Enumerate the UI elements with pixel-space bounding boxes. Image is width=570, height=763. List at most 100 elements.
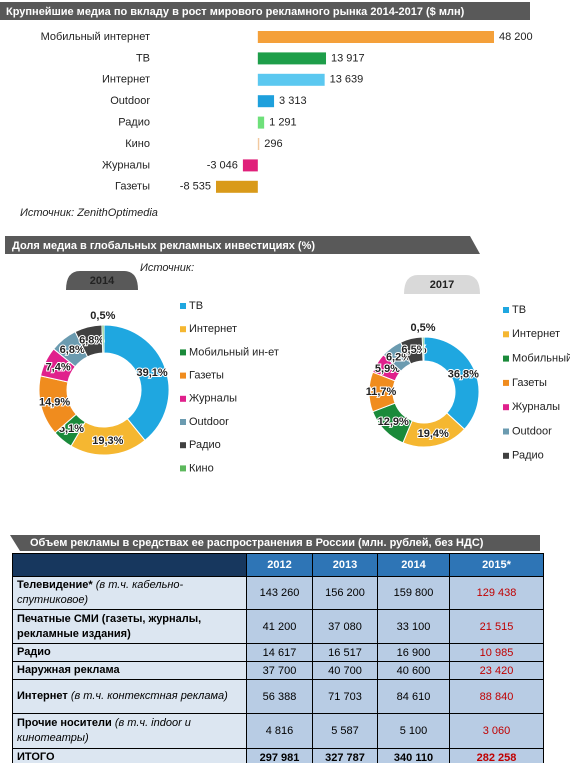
source: Источник: [140, 262, 194, 274]
bar [257, 73, 325, 86]
cell: 14 617 [246, 643, 313, 662]
year-tab [66, 271, 138, 290]
legend-label: ТВ [512, 304, 526, 316]
slice-label: 11,7% [366, 386, 397, 398]
table-row: Печатные СМИ (газеты, журналы, рекламные… [12, 609, 544, 644]
chart-title: Крупнейшие медиа по вкладу в рост мирово… [6, 6, 465, 18]
slice-label: 5,9% [375, 363, 400, 375]
bar [216, 180, 258, 193]
year-tab [404, 275, 480, 294]
slice-label: 36,8% [448, 369, 479, 381]
legend-swatch [503, 331, 509, 338]
slice-label: 6,5% [401, 344, 426, 356]
cell: 16 517 [312, 643, 378, 662]
value-label: -8 535 [180, 181, 211, 193]
value-label: 3 313 [279, 95, 307, 107]
legend-label: Outdoor [189, 416, 229, 428]
legend-label: Кино [189, 462, 214, 474]
legend-label: Журналы [189, 393, 237, 405]
cell: 297 981 [246, 748, 313, 763]
cell: 37 700 [246, 661, 313, 680]
category-label: Мобильный интернет [41, 31, 150, 43]
year-label: 2014 [90, 275, 115, 287]
bar [257, 52, 327, 65]
value-label: 296 [264, 138, 282, 150]
legend-label: Мобильный ин-ет [189, 346, 279, 358]
donut-slice [103, 324, 170, 442]
slice-label: 6,8% [79, 334, 104, 346]
cell: 33 100 [377, 609, 450, 644]
row-label: Наружная реклама [12, 661, 247, 680]
value-label: 13 639 [330, 74, 364, 86]
legend-swatch [503, 379, 509, 386]
data-table: 2012 2013 2014 2015* Телевидение* (в т.ч. ка… [12, 553, 544, 763]
title-bar [10, 535, 540, 551]
bar [257, 138, 260, 150]
cell: 129 438 [449, 576, 544, 610]
legend-swatch [503, 404, 509, 411]
legend-label: Газеты [512, 377, 547, 389]
cell: 282 258 [449, 748, 544, 763]
header-cell: 2013 [312, 553, 378, 577]
slice-label: 14,9% [39, 397, 70, 409]
category-label: Радио [118, 117, 150, 129]
table-row: Интернет (в т.ч. контекстная реклама) 56 … [12, 679, 544, 714]
cell: 56 388 [246, 679, 313, 714]
header-cell: 2015* [449, 553, 544, 577]
year-label: 2017 [430, 279, 454, 291]
row-name: Прочие носители [17, 717, 112, 729]
cell: 88 840 [449, 679, 544, 714]
source: Источник: ZenithOptimedia [20, 207, 158, 219]
legend-swatch [503, 428, 509, 435]
header-row: 2012 2013 2014 2015* [12, 553, 544, 577]
row-name: ИТОГО [17, 751, 55, 763]
legend-swatch [180, 326, 186, 333]
legend-swatch [503, 452, 509, 459]
cell: 16 900 [377, 643, 450, 662]
row-note: (в т.ч. кабельно-спутниковое) [17, 579, 184, 606]
header-cell: 2012 [246, 553, 313, 577]
cell: 84 610 [377, 679, 450, 714]
legend-label: Outdoor [512, 425, 552, 437]
slice-label: 6,8% [60, 344, 85, 356]
row-label: Радио [12, 643, 247, 662]
header-cell [12, 553, 247, 577]
legend-swatch [180, 349, 186, 356]
row-note: (в т.ч. контекстная реклама) [70, 690, 228, 702]
row-name: Радио [17, 646, 51, 658]
section-title: Доля медиа в глобальных рекламных инвест… [12, 240, 315, 252]
cell: 40 600 [377, 661, 450, 680]
value-label: 13 917 [331, 52, 365, 64]
row-name: Интернет [17, 690, 68, 702]
donut-slice [423, 336, 480, 430]
legend-swatch [180, 419, 186, 425]
value-label: 48 200 [499, 31, 533, 43]
row-label: Печатные СМИ (газеты, журналы, рекламные… [12, 609, 247, 644]
category-label: ТВ [136, 52, 150, 64]
legend-swatch [180, 395, 186, 402]
row-label: Прочие носители (в т.ч. indoor и кинотеа… [12, 713, 247, 749]
category-label: Кино [125, 138, 150, 150]
cell: 4 816 [246, 713, 313, 749]
cell: 23 420 [449, 661, 544, 680]
bar [257, 95, 275, 108]
legend-label: Газеты [189, 370, 224, 382]
cell: 5 100 [377, 713, 450, 749]
cell: 327 787 [312, 748, 378, 763]
value-label: -3 046 [207, 159, 238, 171]
donut-slice [421, 336, 425, 362]
slice-label: 39,1% [136, 367, 167, 379]
slice-label: 19,4% [418, 428, 449, 440]
category-label: Outdoor [110, 95, 150, 107]
bar [242, 159, 258, 172]
cell: 3 060 [449, 713, 544, 749]
table-row: ИТОГО 297 981 327 787 340 110 282 258 [12, 748, 544, 763]
row-name: Печатные СМИ (газеты, журналы, рекламные… [17, 612, 202, 640]
donut-slice [101, 324, 105, 354]
legend-label: Радио [189, 439, 221, 451]
cell: 71 703 [312, 679, 378, 714]
table-row: Телевидение* (в т.ч. кабельно-спутниково… [12, 576, 544, 610]
legend-label: Радио [512, 450, 544, 462]
title-bar [5, 236, 480, 254]
